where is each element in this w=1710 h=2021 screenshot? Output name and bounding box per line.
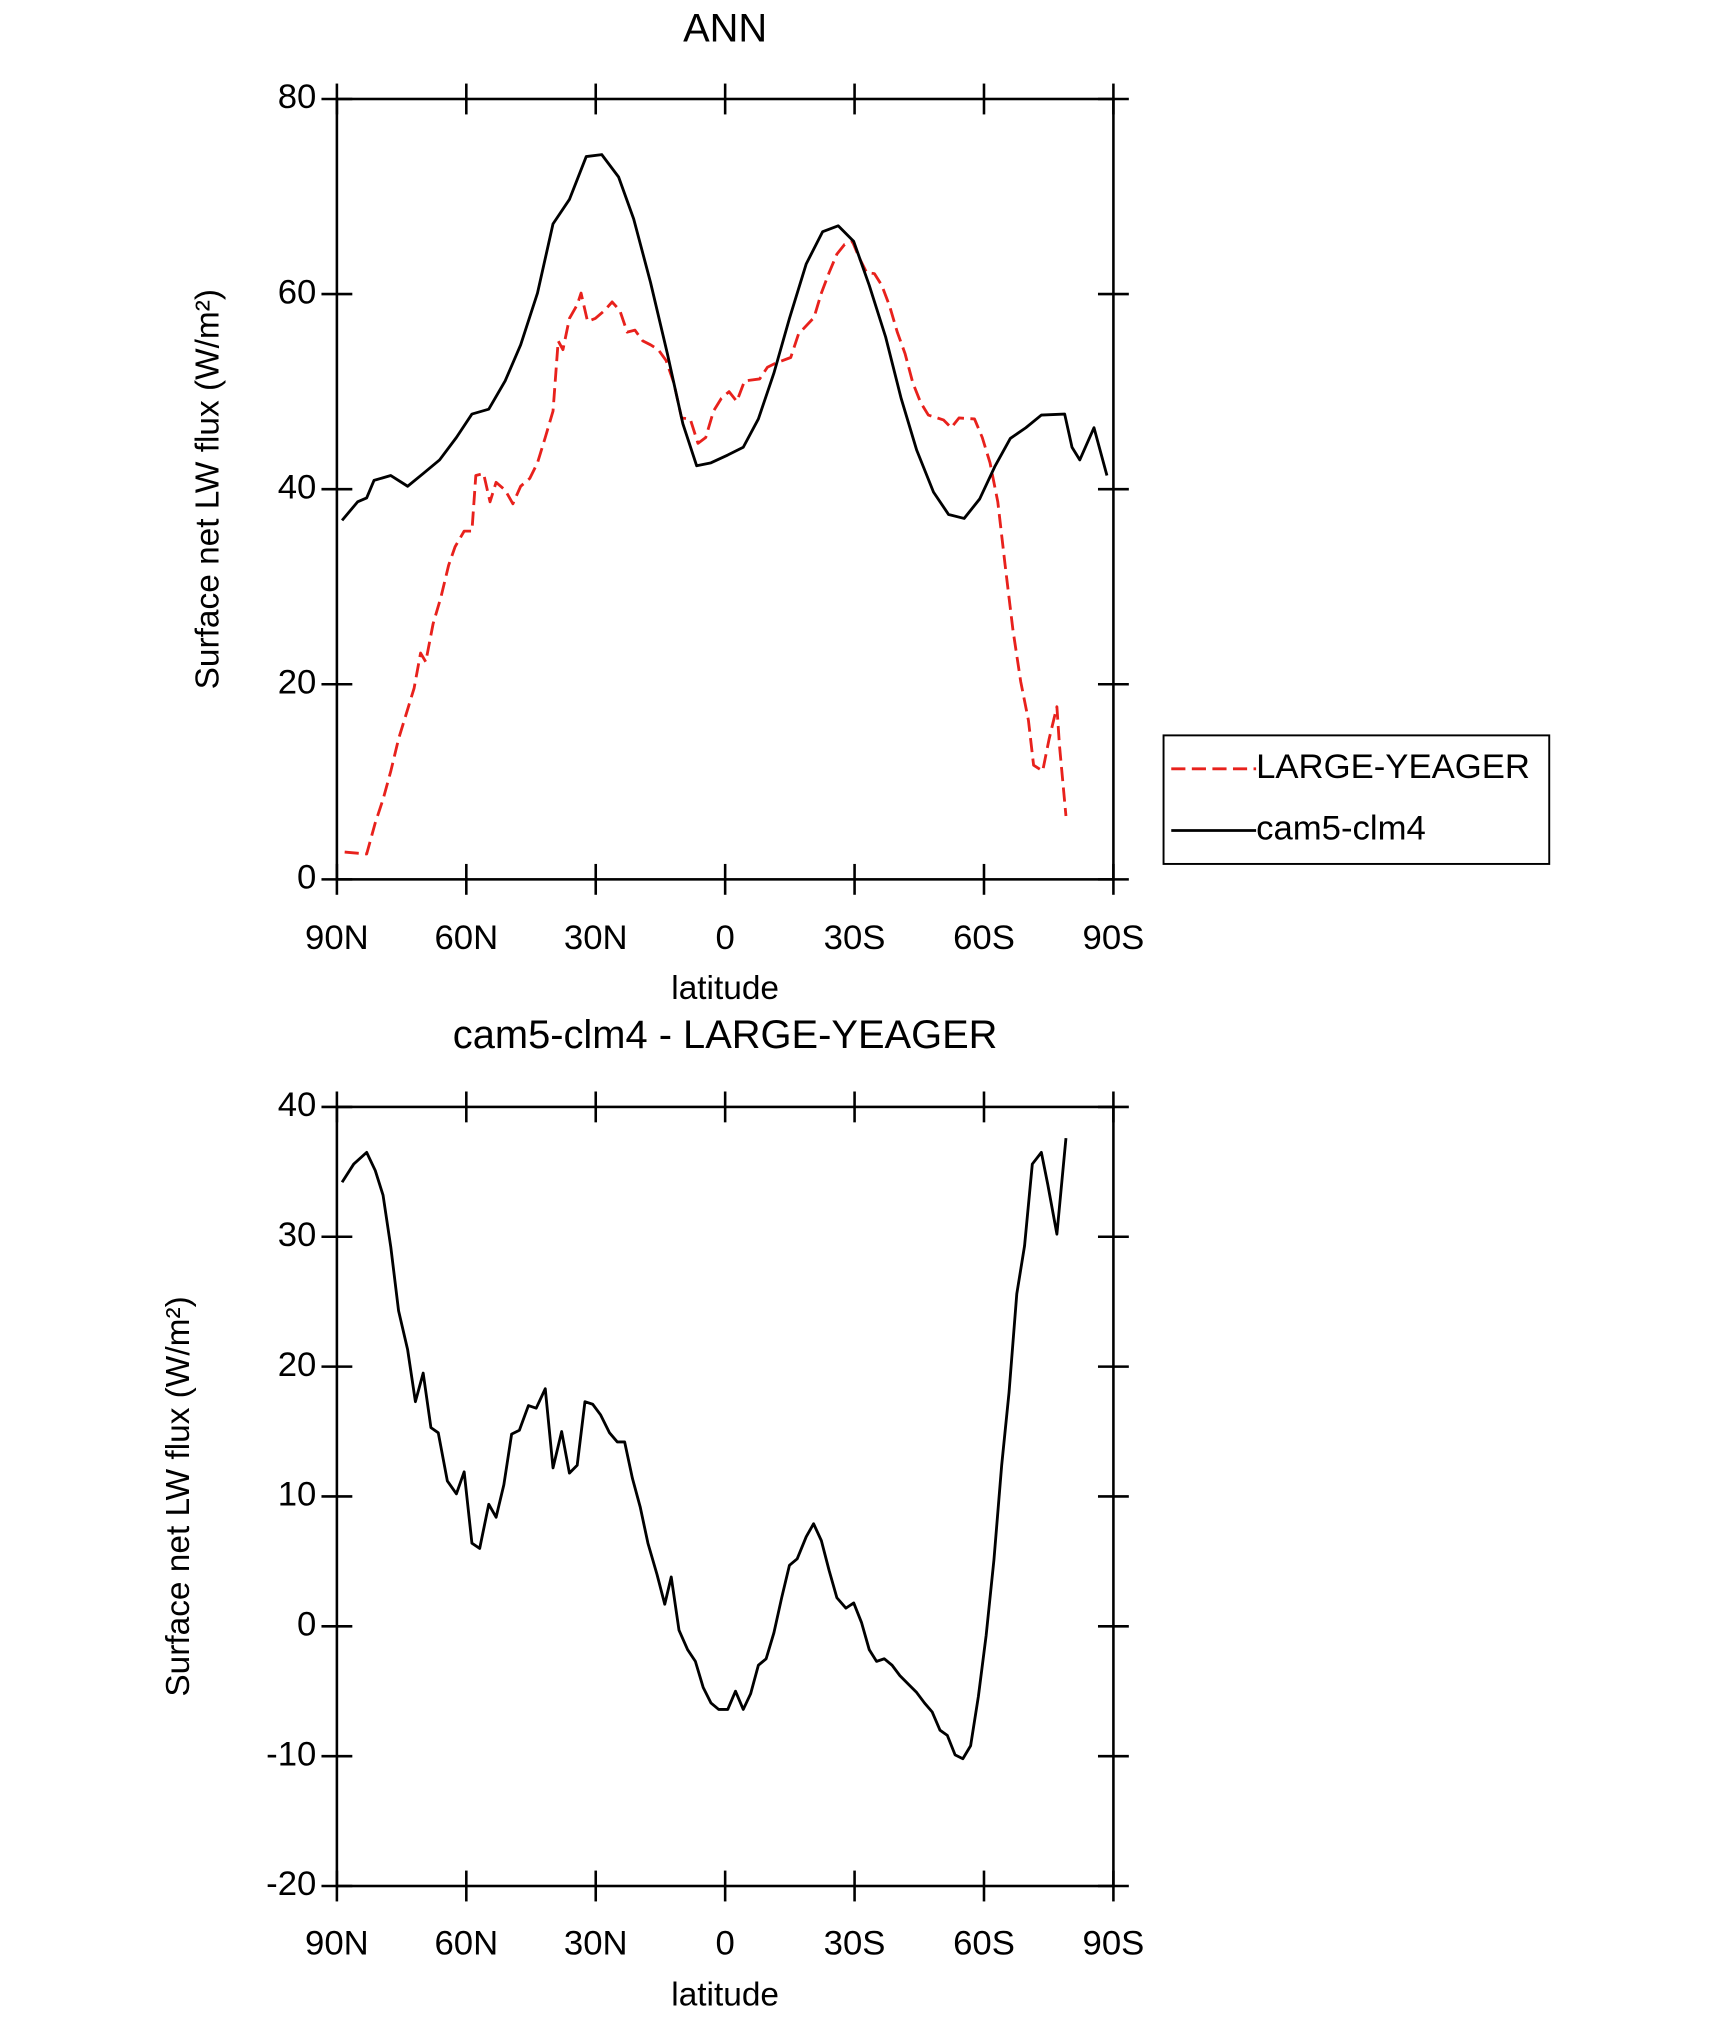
plot-frame: [335, 97, 1115, 881]
x-axis-label: latitude: [671, 1976, 779, 2013]
x-tick-label: 60S: [953, 1924, 1015, 1962]
plot-frame: [335, 1105, 1115, 1888]
y-tick-label: 80: [278, 78, 317, 116]
y-tick-label: 60: [278, 273, 317, 311]
legend-label: cam5-clm4: [1256, 810, 1426, 848]
x-tick-label: 0: [715, 919, 734, 957]
y-tick-label: 10: [278, 1476, 317, 1514]
y-tick-label: 30: [278, 1216, 317, 1254]
x-tick-label: 90N: [305, 919, 369, 957]
x-tick-label: 60S: [953, 919, 1015, 957]
x-tick-label: 30S: [824, 1924, 886, 1962]
y-tick-label: 0: [297, 859, 316, 897]
y-tick-label: -10: [266, 1735, 316, 1773]
x-axis-label: latitude: [671, 970, 779, 1007]
chart-title: cam5-clm4 - LARGE-YEAGER: [453, 1013, 998, 1057]
y-axis-label: Surface net LW flux (W/m²): [160, 1296, 197, 1696]
y-tick-label: 40: [278, 1086, 317, 1124]
y-tick-label: -20: [266, 1865, 316, 1903]
data-line: [344, 240, 1068, 856]
y-tick-label: 40: [278, 468, 317, 506]
x-tick-label: 30N: [564, 1924, 628, 1962]
x-tick-label: 30S: [824, 919, 886, 957]
x-tick-label: 30N: [564, 919, 628, 957]
chart-title: ANN: [683, 6, 767, 50]
y-tick-label: 20: [278, 663, 317, 701]
data-line: [340, 1137, 1068, 1761]
legend-box: [1162, 734, 1551, 865]
y-tick-label: 20: [278, 1346, 317, 1384]
x-tick-label: 0: [715, 1924, 734, 1962]
x-tick-label: 90S: [1083, 1924, 1145, 1962]
x-tick-label: 60N: [434, 919, 498, 957]
y-axis-label: Surface net LW flux (W/m²): [189, 289, 226, 689]
data-line: [340, 153, 1109, 522]
x-tick-label: 90N: [305, 1924, 369, 1962]
x-tick-label: 60N: [434, 1924, 498, 1962]
legend-label: LARGE-YEAGER: [1256, 748, 1530, 786]
x-tick-label: 90S: [1083, 919, 1145, 957]
y-tick-label: 0: [297, 1605, 316, 1643]
